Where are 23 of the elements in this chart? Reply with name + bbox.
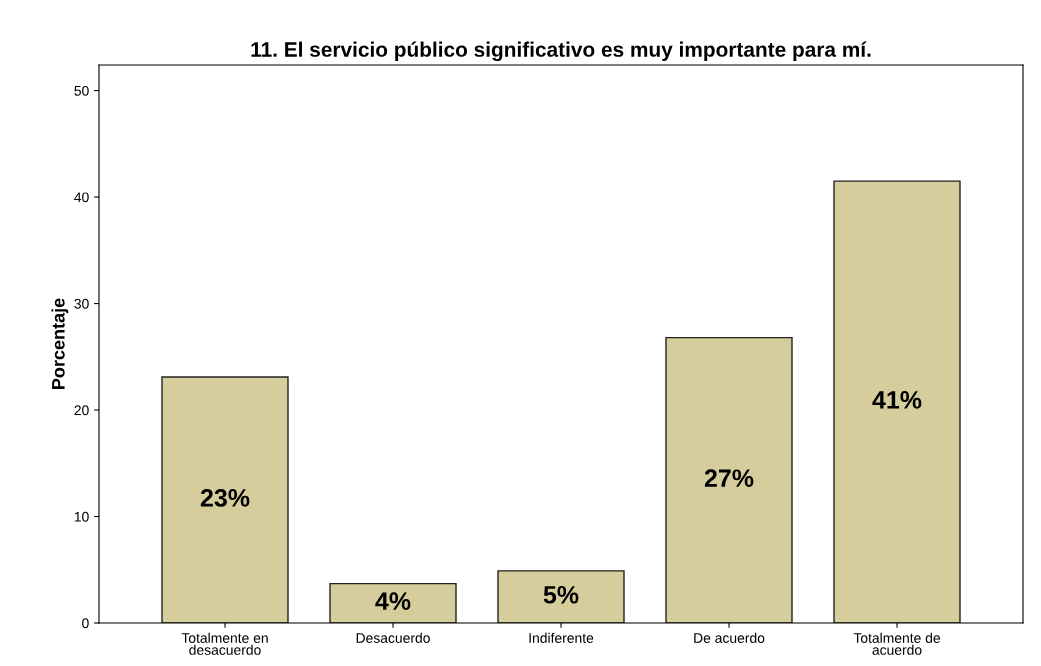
data-label: 4%	[375, 592, 411, 610]
bar	[833, 180, 961, 623]
data-label: 5%	[543, 585, 579, 604]
x-tick-label: Indiferente	[529, 632, 594, 643]
data-label: 23%	[200, 489, 250, 507]
x-tick-label: Totalmente de acuerdo	[853, 632, 941, 655]
x-tick-label: Desacuerdo	[356, 632, 430, 643]
y-axis-title: Porcentaje	[51, 298, 69, 389]
y-tick-label: 20	[74, 405, 89, 416]
bar	[665, 336, 793, 623]
x-tick-label: De acuerdo	[694, 632, 765, 643]
y-tick-label: 0	[82, 618, 89, 629]
data-label: 41%	[872, 391, 922, 409]
bar	[497, 570, 625, 623]
bar	[161, 376, 289, 623]
y-tick-label: 10	[74, 511, 89, 522]
data-label: 27%	[704, 469, 754, 487]
y-tick-label: 30	[74, 298, 89, 309]
chart-title: 11. El servicio público significativo es muy importante para mí.	[251, 41, 871, 62]
x-tick-label: Totalmente en desacuerdo	[181, 632, 268, 655]
y-tick-label: 50	[74, 85, 89, 96]
y-tick-label: 40	[74, 192, 89, 203]
bar	[329, 582, 457, 623]
